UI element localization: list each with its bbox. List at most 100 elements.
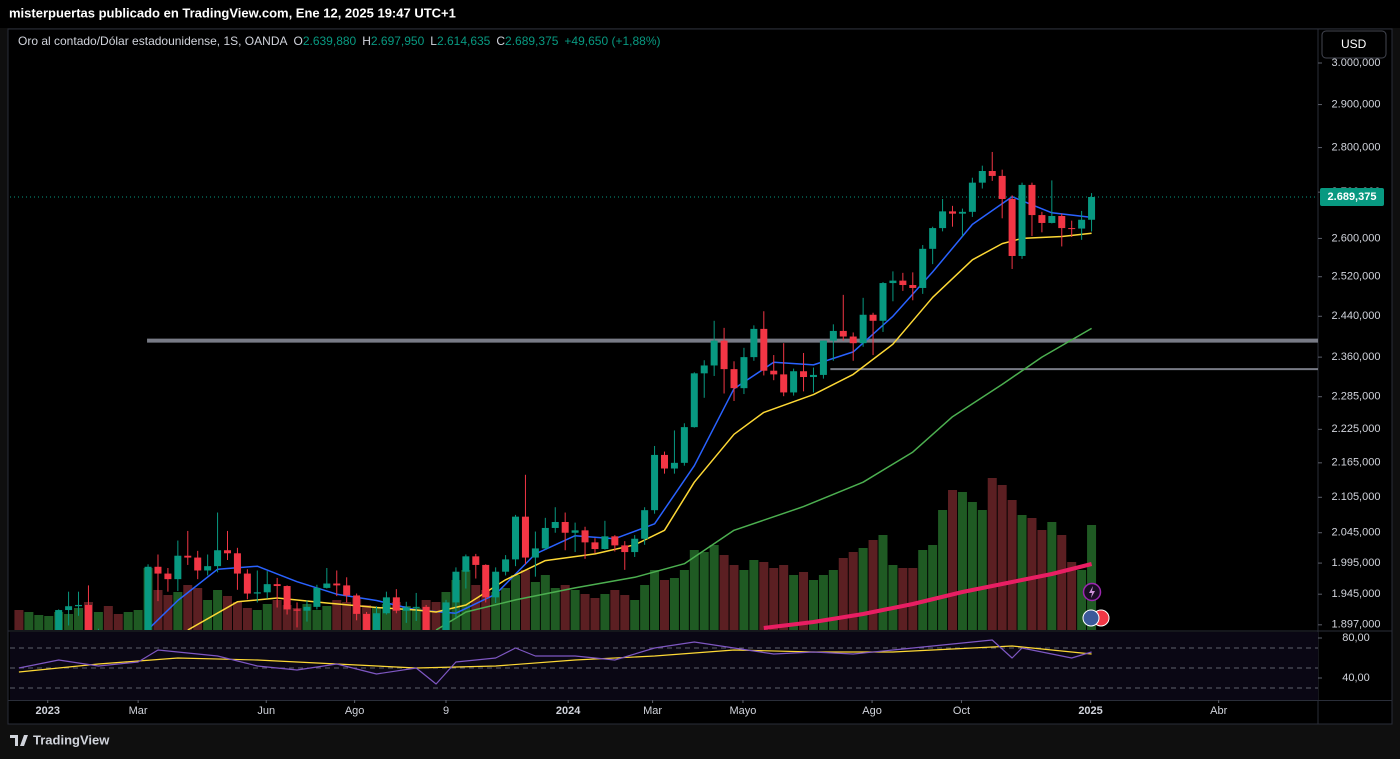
candle-body: [204, 566, 212, 571]
candle-body: [879, 283, 887, 321]
x-tick-label: Oct: [953, 705, 970, 717]
volume-bar: [590, 598, 600, 630]
volume-bar: [193, 588, 203, 630]
chart-legend: Oro al contado/Dólar estadounidense, 1S,…: [18, 34, 661, 48]
candle-body: [214, 550, 222, 567]
candle-body: [800, 371, 808, 378]
candle-body: [730, 369, 738, 389]
x-tick-label: 2023: [35, 705, 59, 717]
candle-body: [591, 542, 599, 550]
candle-body: [690, 373, 698, 428]
volume-bar: [957, 492, 967, 630]
candle-body: [571, 530, 579, 533]
candle-body: [273, 584, 281, 587]
candle-body: [680, 427, 688, 463]
candle-body: [313, 587, 321, 607]
flag-icon[interactable]: [1082, 609, 1100, 627]
candle-body: [1008, 198, 1016, 256]
legend-key: C: [496, 34, 505, 48]
volume-bar: [103, 606, 113, 630]
candle-body: [293, 609, 301, 611]
volume-bar: [888, 565, 898, 630]
candle-body: [660, 454, 668, 469]
event-icon-glyph: [1089, 586, 1095, 598]
last-price-tag: [1320, 187, 1384, 206]
axes-layer: 80,0040,003.000,0002.900,0002.800,0002.7…: [35, 57, 1384, 717]
candle-body: [1068, 228, 1076, 230]
currency-label[interactable]: USD: [1341, 37, 1367, 51]
volume-bar: [1027, 518, 1037, 630]
y-tick-label: 2.600,000: [1332, 232, 1381, 244]
candle-body: [402, 607, 410, 611]
last-price-label: 2.689,375: [1328, 191, 1377, 203]
candle-body: [363, 613, 371, 630]
volume-bar: [610, 590, 620, 630]
volume-bar: [709, 545, 719, 630]
y-tick-label: 2.900,000: [1332, 98, 1381, 110]
candle-body: [392, 597, 400, 611]
volume-bar: [262, 604, 272, 630]
x-tick-label: Mar: [129, 705, 148, 717]
candle-body: [502, 559, 510, 572]
candle-body: [353, 595, 361, 614]
price-layer: [10, 151, 1318, 630]
volume-bar: [689, 550, 699, 630]
candle-body: [601, 536, 609, 550]
candle-body: [760, 328, 768, 371]
volume-bar: [252, 610, 262, 630]
volume-bar: [461, 570, 471, 630]
volume-bar: [739, 570, 749, 630]
volume-bar: [44, 616, 54, 630]
volume-bar: [918, 550, 928, 630]
candle-body: [1038, 215, 1046, 223]
candle-body: [343, 585, 351, 596]
candle-body: [84, 604, 92, 630]
y-tick-label: 1.897,000: [1332, 619, 1381, 631]
candle-body: [1078, 219, 1086, 229]
candle-body: [919, 248, 927, 288]
candle-body: [472, 556, 480, 565]
volume-bar: [630, 600, 640, 630]
candle-body: [889, 280, 897, 284]
rsi-tick-label: 40,00: [1342, 672, 1370, 684]
volume-bar: [1007, 500, 1017, 630]
volume-bar: [997, 485, 1007, 630]
volume-bar: [501, 588, 511, 630]
candle-body: [750, 328, 758, 358]
candle-body: [283, 586, 291, 610]
volume-bar: [699, 552, 709, 630]
candle-body: [859, 314, 867, 344]
volume-bar: [540, 575, 550, 630]
volume-bar: [560, 585, 570, 630]
volume-bar: [153, 590, 163, 630]
candle-body: [770, 370, 778, 375]
currency-button[interactable]: [1321, 30, 1387, 59]
publish-info: misterpuertas publicado en TradingView.c…: [9, 5, 456, 20]
candle-body: [253, 592, 261, 594]
volume-bar: [828, 570, 838, 630]
candle-body: [164, 573, 172, 580]
candle-body: [372, 613, 380, 630]
footer-bar: [0, 726, 1400, 759]
candle-body: [998, 175, 1006, 199]
volume-bar: [332, 600, 342, 630]
volume-bar: [808, 580, 818, 630]
volume-bar: [232, 602, 242, 630]
volume-bar: [471, 585, 481, 630]
volume-bar: [113, 614, 123, 630]
candle-body: [909, 285, 917, 288]
candle-body: [303, 606, 311, 611]
legend-key: O: [293, 34, 302, 48]
volume-bar: [381, 604, 391, 630]
y-tick-label: 2.800,000: [1332, 141, 1381, 153]
volume-bar: [223, 596, 233, 630]
candle-body: [819, 340, 827, 375]
candle-body: [462, 556, 470, 572]
candle-body: [740, 357, 748, 389]
volume-bar: [1087, 525, 1097, 630]
candle-body: [581, 530, 589, 543]
y-tick-label: 1.995,000: [1332, 557, 1381, 569]
x-tick-label: 2024: [556, 705, 581, 717]
volume-bar: [838, 558, 848, 630]
